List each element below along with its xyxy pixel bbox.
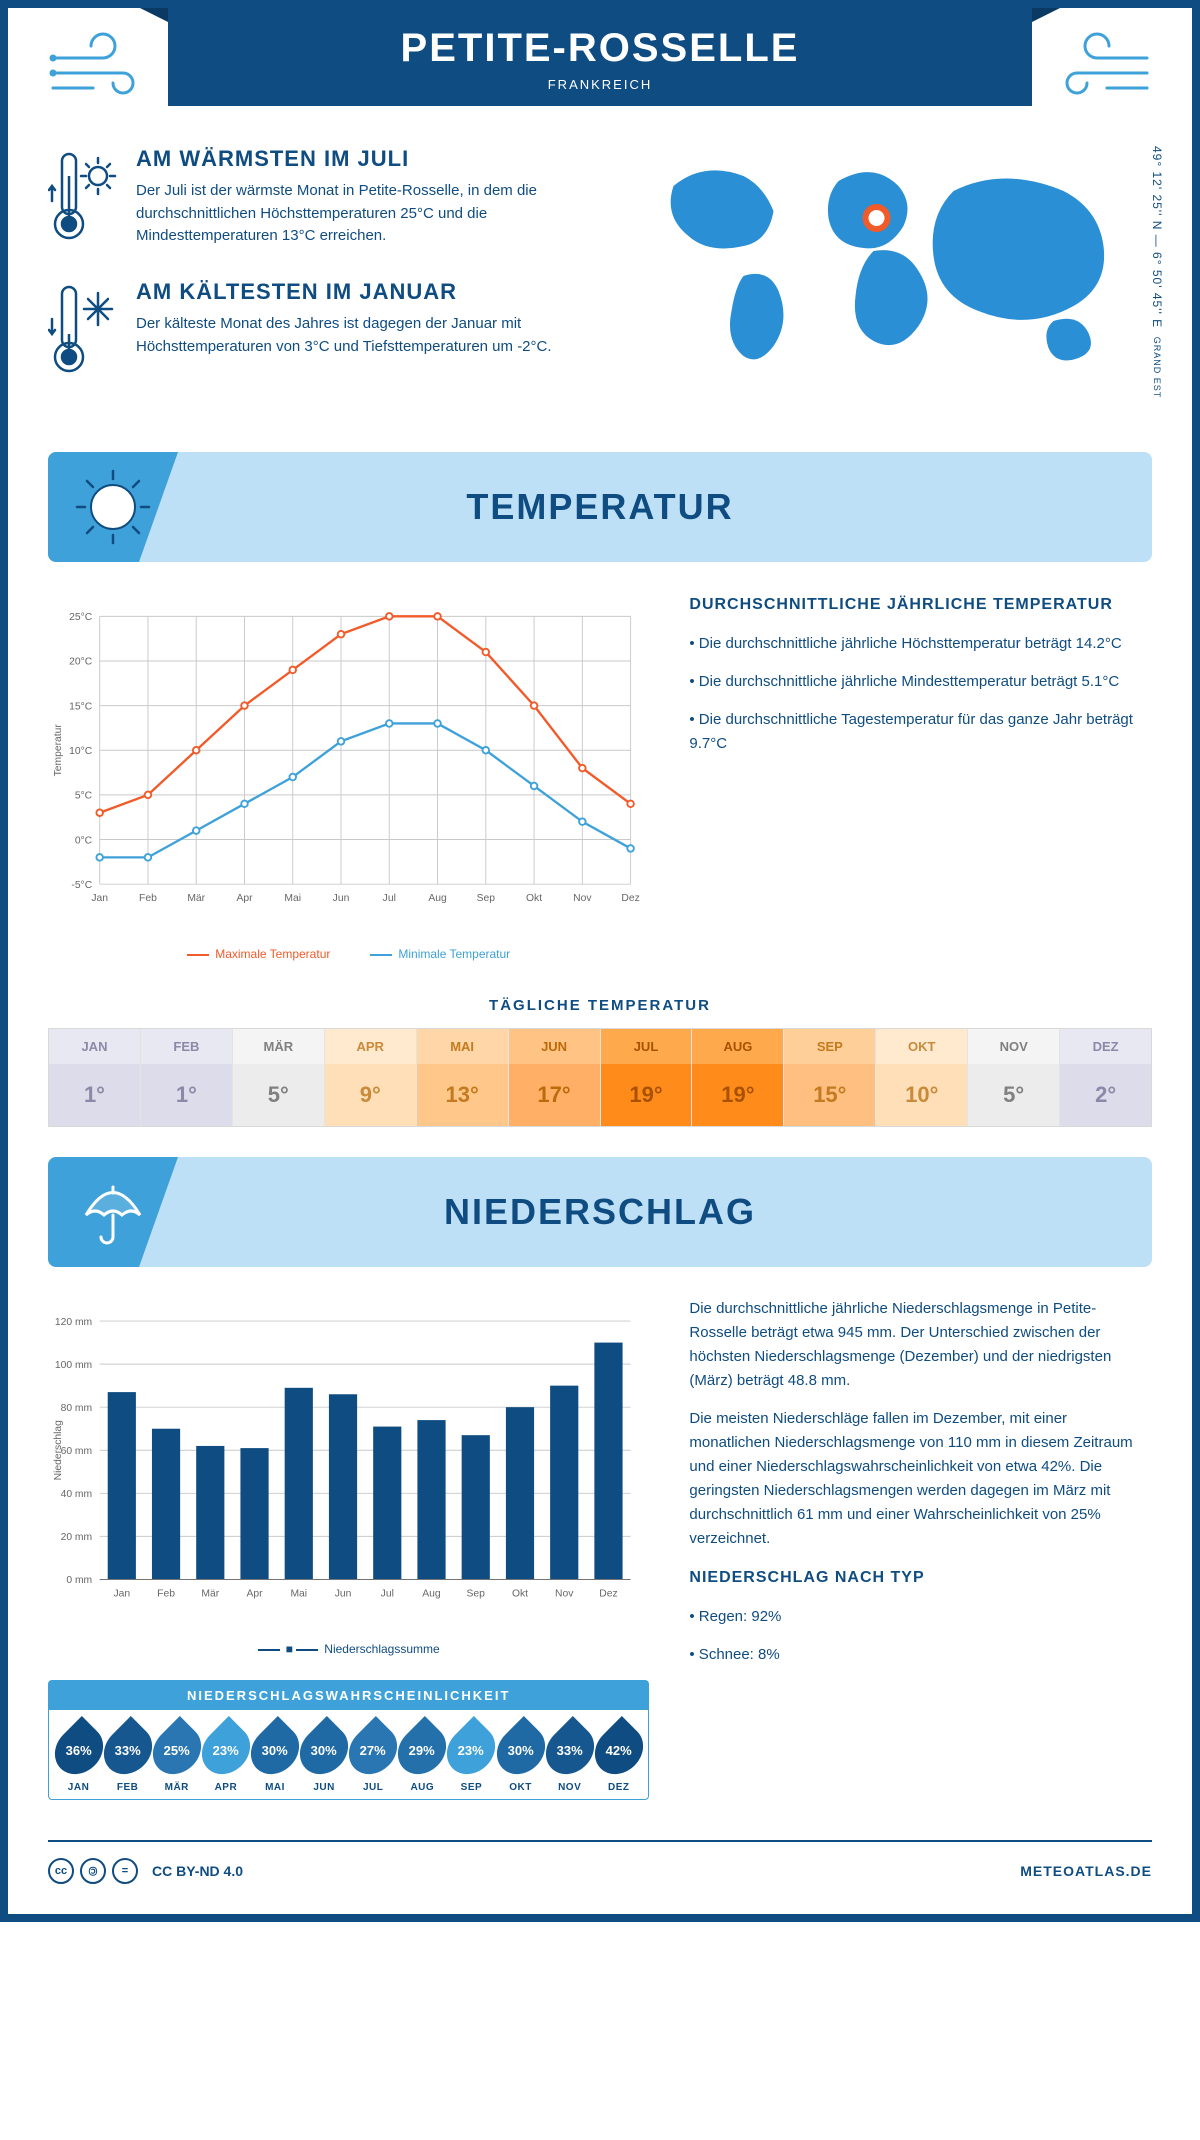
prob-drop: 27% JUL (350, 1724, 397, 1793)
svg-text:Jul: Jul (381, 1588, 394, 1599)
svg-text:Apr: Apr (236, 893, 253, 904)
prob-drop: 30% JUN (301, 1724, 348, 1793)
world-map-icon (615, 146, 1152, 376)
prob-drop: 23% APR (202, 1724, 249, 1793)
prob-drop: 30% OKT (497, 1724, 544, 1793)
prob-drop: 25% MÄR (153, 1724, 200, 1793)
daily-temp-heading: TÄGLICHE TEMPERATUR (48, 997, 1152, 1014)
fact-warm-title: AM WÄRMSTEN IM JULI (136, 146, 585, 172)
svg-text:Aug: Aug (428, 893, 447, 904)
svg-text:Dez: Dez (621, 893, 639, 904)
prob-drop: 29% AUG (399, 1724, 446, 1793)
svg-text:Feb: Feb (139, 893, 157, 904)
precip-legend: ■ Niederschlagssumme (48, 1642, 649, 1656)
svg-text:Niederschlag: Niederschlag (53, 1420, 64, 1481)
prob-drop: 23% SEP (448, 1724, 495, 1793)
svg-text:Dez: Dez (599, 1588, 617, 1599)
sun-icon (73, 467, 153, 547)
thermometer-snow-icon (48, 279, 118, 379)
temperature-line-chart: -5°C 0°C 5°C 10°C 15°C 20°C 25°C Jan Feb Mär Apr Ma… (48, 592, 649, 932)
page-subtitle: FRANKREICH (168, 77, 1032, 92)
temp-cell: OKT 10° (876, 1029, 968, 1126)
svg-text:Mär: Mär (187, 893, 205, 904)
precipitation-bar-chart: 0 mm 20 mm 40 mm 60 mm 80 mm 100 mm 120 mm Jan F… (48, 1297, 649, 1627)
coordinates: 49° 12' 25'' N — 6° 50' 45'' E GRAND EST (1150, 146, 1164, 398)
svg-text:20°C: 20°C (69, 657, 93, 668)
footer: cc 🄯 = CC BY-ND 4.0 METEOATLAS.DE (48, 1840, 1152, 1884)
fact-warm-text: Der Juli ist der wärmste Monat in Petite… (136, 180, 585, 248)
svg-text:Mär: Mär (201, 1588, 219, 1599)
temp-cell: NOV 5° (968, 1029, 1060, 1126)
site-credit: METEOATLAS.DE (1020, 1863, 1152, 1879)
svg-text:25°C: 25°C (69, 612, 93, 623)
svg-text:Nov: Nov (573, 893, 592, 904)
wind-icon (48, 28, 158, 108)
nd-icon: = (112, 1858, 138, 1884)
svg-text:Feb: Feb (157, 1588, 175, 1599)
svg-text:Okt: Okt (526, 893, 542, 904)
fact-cold-title: AM KÄLTESTEN IM JANUAR (136, 279, 585, 305)
svg-text:Jul: Jul (383, 893, 396, 904)
svg-text:Jan: Jan (113, 1588, 130, 1599)
fact-warm: AM WÄRMSTEN IM JULI Der Juli ist der wär… (48, 146, 585, 251)
temp-cell: MÄR 5° (233, 1029, 325, 1126)
svg-text:Nov: Nov (555, 1588, 574, 1599)
prob-drop: 33% FEB (104, 1724, 151, 1793)
section-temperature: TEMPERATUR (48, 452, 1152, 562)
prob-drop: 33% NOV (546, 1724, 593, 1793)
svg-text:20 mm: 20 mm (61, 1532, 93, 1543)
svg-text:15°C: 15°C (69, 701, 93, 712)
fact-cold-text: Der kälteste Monat des Jahres ist dagege… (136, 313, 585, 358)
umbrella-icon (78, 1177, 148, 1247)
svg-text:5°C: 5°C (75, 791, 93, 802)
svg-text:Apr: Apr (246, 1588, 263, 1599)
thermometer-sun-icon (48, 146, 118, 246)
prob-drop: 42% DEZ (595, 1724, 642, 1793)
temp-cell: APR 9° (325, 1029, 417, 1126)
wind-icon (1042, 28, 1152, 108)
svg-text:Sep: Sep (477, 893, 496, 904)
fact-cold: AM KÄLTESTEN IM JANUAR Der kälteste Mona… (48, 279, 585, 384)
page-title: PETITE-ROSSELLE (168, 26, 1032, 71)
svg-text:Aug: Aug (422, 1588, 441, 1599)
header-banner: PETITE-ROSSELLE FRANKREICH (168, 8, 1032, 106)
svg-text:10°C: 10°C (69, 746, 93, 757)
prob-drop: 30% MAI (251, 1724, 298, 1793)
svg-text:60 mm: 60 mm (61, 1446, 93, 1457)
temp-text-heading: DURCHSCHNITTLICHE JÄHRLICHE TEMPERATUR (689, 592, 1152, 618)
svg-text:0 mm: 0 mm (66, 1575, 92, 1586)
temp-cell: AUG 19° (692, 1029, 784, 1126)
temp-cell: MAI 13° (417, 1029, 509, 1126)
temp-legend: Maximale Temperatur Minimale Temperatur (48, 947, 649, 961)
by-icon: 🄯 (80, 1858, 106, 1884)
svg-text:40 mm: 40 mm (61, 1489, 93, 1500)
prob-drop: 36% JAN (55, 1724, 102, 1793)
svg-text:Jun: Jun (333, 893, 350, 904)
temp-cell: JUN 17° (509, 1029, 601, 1126)
temp-cell: FEB 1° (141, 1029, 233, 1126)
svg-text:Mai: Mai (284, 893, 301, 904)
svg-text:Jan: Jan (91, 893, 108, 904)
svg-text:120 mm: 120 mm (55, 1317, 92, 1328)
precip-probability: NIEDERSCHLAGSWAHRSCHEINLICHKEIT 36% JAN … (48, 1680, 649, 1800)
temp-cell: JAN 1° (49, 1029, 141, 1126)
svg-text:Temperatur: Temperatur (53, 724, 64, 777)
temp-cell: SEP 15° (784, 1029, 876, 1126)
svg-text:Mai: Mai (290, 1588, 307, 1599)
svg-text:100 mm: 100 mm (55, 1360, 92, 1371)
svg-text:Okt: Okt (512, 1588, 528, 1599)
cc-icon: cc (48, 1858, 74, 1884)
svg-text:Sep: Sep (467, 1588, 486, 1599)
temp-cell: DEZ 2° (1060, 1029, 1151, 1126)
svg-text:-5°C: -5°C (71, 880, 92, 891)
daily-temp-table: JAN 1° FEB 1° MÄR 5° APR 9° MAI 13° JUN … (48, 1028, 1152, 1127)
temp-cell: JUL 19° (601, 1029, 693, 1126)
svg-text:Jun: Jun (335, 1588, 352, 1599)
svg-text:80 mm: 80 mm (61, 1403, 93, 1414)
section-precipitation: NIEDERSCHLAG (48, 1157, 1152, 1267)
svg-text:0°C: 0°C (75, 835, 93, 846)
